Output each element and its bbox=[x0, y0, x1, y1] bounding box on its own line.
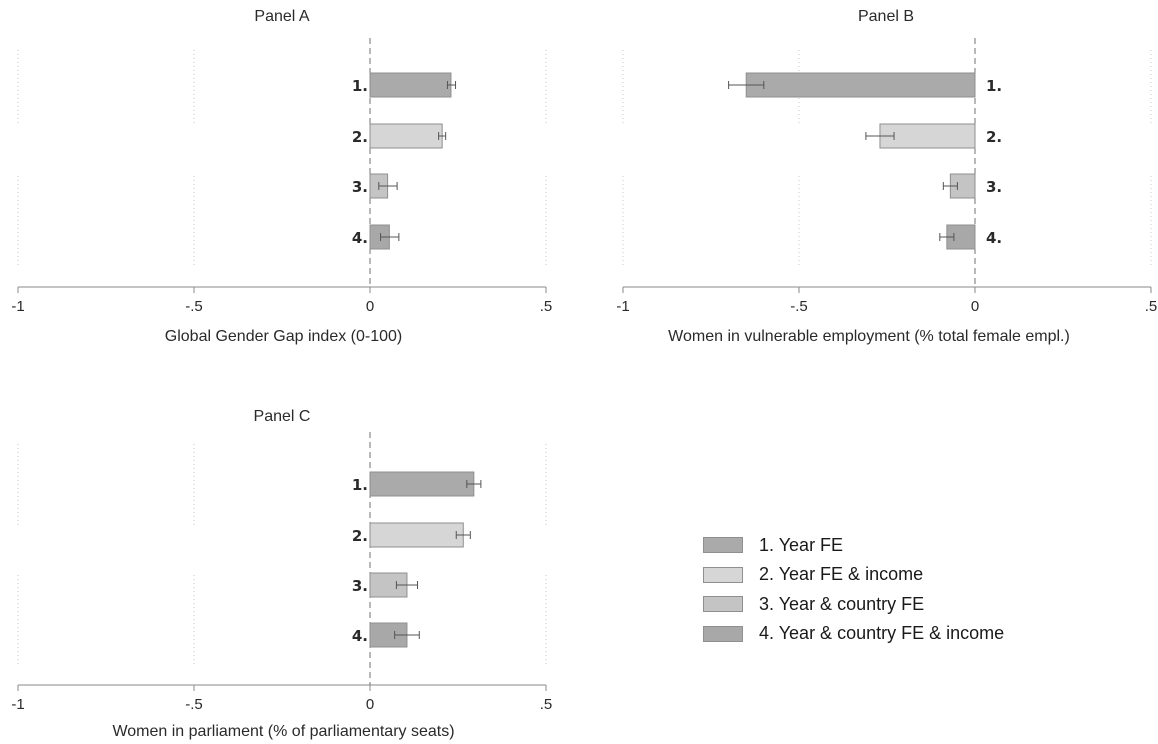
legend-swatch-4 bbox=[703, 625, 743, 642]
panel-a-x-tick-label-3: .5 bbox=[540, 298, 553, 315]
legend-item-2: 2. Year FE & income bbox=[703, 564, 1004, 586]
panel-b-category-label-4: 4. bbox=[986, 229, 1002, 247]
panel-a-bar-1 bbox=[369, 72, 452, 98]
panel-c-x-tick-label-1: -.5 bbox=[185, 696, 203, 713]
panel-a-x-tick-label-2: 0 bbox=[366, 298, 374, 315]
panel-b-category-label-3: 3. bbox=[986, 178, 1002, 196]
legend-label-4: 4. Year & country FE & income bbox=[759, 623, 1005, 643]
panel-b-bar-2 bbox=[879, 123, 976, 149]
panel-c-category-label-1: 1. bbox=[352, 476, 368, 494]
panel-c-bar-1 bbox=[369, 471, 475, 497]
panel-a-bar-2 bbox=[369, 123, 443, 149]
panel-b-x-tick-label-2: 0 bbox=[971, 298, 979, 315]
legend-label-1: 1. Year FE bbox=[759, 534, 844, 555]
panel-b-bar-1 bbox=[745, 72, 976, 98]
legend-swatch-2 bbox=[703, 566, 743, 583]
panel-a-category-label-4: 4. bbox=[352, 229, 368, 247]
legend-item-1: 1. Year FE bbox=[703, 534, 1004, 556]
panel-b-x-tick-label-1: -.5 bbox=[790, 298, 808, 315]
panel-b-x-tick-label-3: .5 bbox=[1145, 298, 1158, 315]
panel-a-category-label-1: 1. bbox=[352, 77, 368, 95]
panel-a-category-label-2: 2. bbox=[352, 128, 368, 146]
panel-c-bar-2 bbox=[369, 522, 464, 548]
panel-c-x-axis-title: Women in parliament (% of parliamentary … bbox=[112, 723, 455, 740]
panel-c-x-tick-label-0: -1 bbox=[11, 696, 24, 713]
panel-c-category-label-4: 4. bbox=[352, 627, 368, 645]
legend-swatch-1 bbox=[703, 537, 743, 553]
panel-b-category-label-2: 2. bbox=[986, 128, 1002, 146]
panel-c-title: Panel C bbox=[253, 408, 311, 425]
panel-b-title: Panel B bbox=[857, 8, 915, 25]
panel-c-category-label-2: 2. bbox=[352, 527, 368, 545]
panel-a-x-axis-title: Global Gender Gap index (0-100) bbox=[164, 328, 403, 345]
legend-swatch-3 bbox=[703, 596, 743, 612]
panel-b-x-tick-label-0: -1 bbox=[616, 298, 629, 315]
panel-c-x-tick-label-2: 0 bbox=[366, 696, 374, 713]
panel-a-title: Panel A bbox=[254, 8, 310, 25]
legend-item-4: 4. Year & country FE & income bbox=[703, 623, 1004, 645]
legend-label-2: 2. Year FE & income bbox=[759, 564, 924, 584]
legend: 1. Year FE 2. Year FE & income 3. Year &… bbox=[703, 534, 1004, 652]
panel-a-x-tick-label-0: -1 bbox=[11, 298, 24, 315]
legend-item-3: 3. Year & country FE bbox=[703, 593, 1004, 615]
panel-a-category-label-3: 3. bbox=[352, 178, 368, 196]
legend-label-3: 3. Year & country FE bbox=[759, 593, 925, 614]
panel-c-category-label-3: 3. bbox=[352, 577, 368, 595]
panel-c-x-tick-label-3: .5 bbox=[540, 696, 553, 713]
panel-b-x-axis-title: Women in vulnerable employment (% total … bbox=[668, 328, 1070, 345]
panel-a-x-tick-label-1: -.5 bbox=[185, 298, 203, 315]
panel-b-category-label-1: 1. bbox=[986, 77, 1002, 95]
